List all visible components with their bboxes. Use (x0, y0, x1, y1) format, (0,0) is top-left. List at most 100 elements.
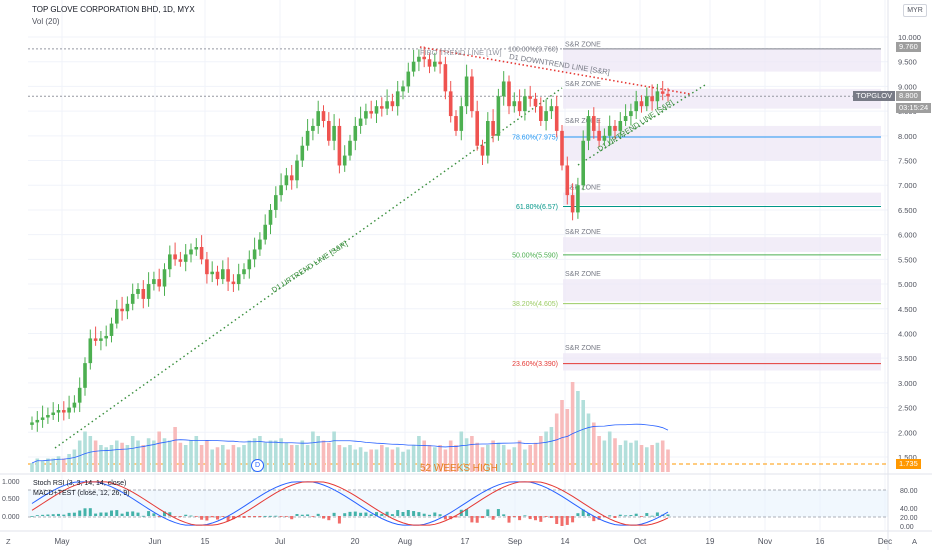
candle-body (40, 417, 45, 420)
volume-bar (549, 427, 554, 472)
macd-histogram-bar (592, 516, 596, 522)
time-tick-label: 17 (461, 537, 470, 546)
candle-body (395, 91, 400, 107)
currency-selector[interactable]: MYR (903, 4, 927, 17)
osc-left-tick: 1.000 (2, 479, 20, 486)
candle-body (475, 111, 479, 146)
volume-bar (523, 449, 527, 472)
volume-bar (411, 445, 416, 472)
price-tick-label: 9.000 (898, 82, 917, 91)
macd-histogram-bar (406, 510, 410, 516)
candle-body (427, 59, 432, 67)
auto-scale-corner[interactable]: A (912, 537, 918, 546)
candle-body (178, 259, 183, 262)
macd-histogram-bar (152, 513, 156, 516)
volume-bar (390, 449, 395, 472)
osc-left-tick: 0.000 (2, 514, 20, 521)
macd-histogram-bar (131, 511, 135, 516)
volume-bar (83, 431, 87, 472)
time-tick-label: May (54, 537, 69, 546)
osc-left-tick: 0.500 (2, 496, 20, 503)
candle-body (666, 93, 670, 97)
candle-body (385, 101, 389, 109)
candle-body (660, 91, 665, 94)
volume-bar (374, 449, 379, 472)
candle-body (109, 323, 114, 336)
volume-indicator-label[interactable]: Vol (20) (32, 17, 60, 26)
macd-histogram-bar (650, 515, 654, 517)
candle-body (51, 412, 55, 415)
candle-body (77, 387, 82, 403)
macd-histogram-bar (465, 509, 469, 516)
candle-body (268, 209, 273, 225)
price-tick-label: 3.000 (898, 379, 917, 388)
candle-body (130, 293, 135, 304)
candle-body (221, 269, 225, 280)
macd-histogram-bar (523, 515, 527, 517)
time-tick-label: Jul (275, 537, 285, 546)
candle-body (459, 106, 464, 131)
macd-histogram-bar (269, 515, 272, 517)
candle-body (189, 249, 193, 255)
macd-histogram-bar (136, 512, 140, 516)
time-tick-label: 16 (816, 537, 825, 546)
macd-histogram-bar (385, 511, 389, 516)
volume-bar (607, 431, 612, 472)
volume-bar (459, 431, 464, 472)
volume-bar (517, 440, 522, 472)
price-tick-label: 7.000 (898, 181, 917, 190)
volume-bar (130, 436, 135, 472)
macd-histogram-bar (231, 516, 235, 520)
volume-bar (316, 436, 320, 472)
macd-histogram-bar (640, 516, 643, 517)
volume-bar (30, 463, 34, 472)
macd-histogram-bar (295, 513, 299, 516)
volume-bar (417, 436, 421, 472)
volume-bar (443, 449, 448, 472)
volume-bar (284, 442, 289, 472)
volume-bar (364, 451, 368, 472)
volume-bar (470, 436, 474, 472)
volume-bar (464, 438, 469, 472)
volume-bar (263, 442, 267, 472)
volume-bar (258, 436, 262, 472)
volume-bar (501, 445, 506, 472)
volume-bar (46, 458, 50, 472)
time-tick-label: Jun (149, 537, 162, 546)
volume-bar (448, 440, 453, 472)
candle-body (93, 338, 98, 341)
macd-histogram-bar (634, 513, 638, 516)
volume-bar (560, 400, 564, 472)
macd-histogram-bar (396, 510, 400, 516)
candle-body (72, 402, 77, 408)
candle-body (104, 335, 108, 339)
candle-body (470, 76, 474, 112)
zoom-corner-left[interactable]: Z (6, 537, 11, 546)
macd-label[interactable]: MACD+TEST (close, 12, 26, 9) (33, 490, 130, 497)
dividend-marker[interactable]: D (251, 459, 264, 472)
sr-zone (563, 49, 881, 72)
volume-bar (168, 440, 172, 472)
macd-histogram-bar (454, 516, 458, 518)
volume-bar (406, 449, 411, 472)
candle-body (607, 125, 612, 136)
sr-zone (563, 88, 881, 109)
macd-histogram-bar (544, 516, 548, 517)
macd-histogram-bar (576, 513, 580, 516)
volume-bar (194, 436, 199, 472)
candle-body (62, 410, 66, 413)
macd-histogram-bar (608, 515, 612, 517)
volume-bar (210, 449, 214, 472)
candle-body (83, 363, 87, 388)
high-price-box: 9.760 (896, 42, 921, 52)
candle-body (242, 269, 246, 275)
candle-body (305, 130, 310, 146)
macd-histogram-bar (205, 516, 209, 521)
macd-histogram-bar (507, 516, 511, 523)
candle-body (544, 111, 548, 121)
candle-body (645, 96, 649, 107)
price-tick-label: 5.000 (898, 280, 917, 289)
stoch-rsi-label[interactable]: Stoch RSI (3, 3, 14, 14, close) (33, 480, 127, 487)
